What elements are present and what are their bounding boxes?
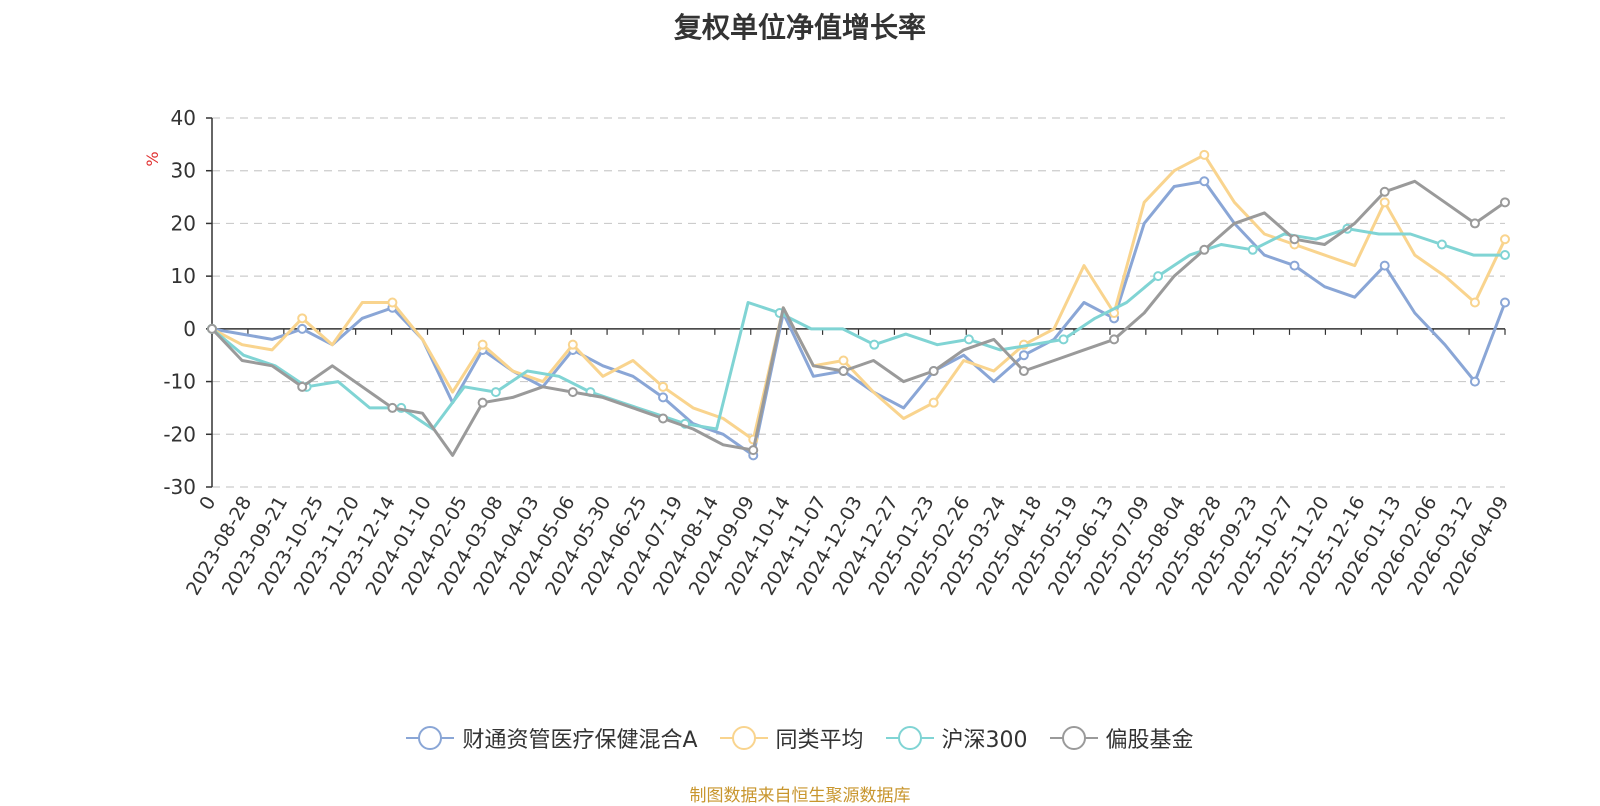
series-point-0: [1199, 176, 1210, 187]
legend-label: 偏股基金: [1105, 728, 1194, 753]
series-point-3: [387, 402, 398, 413]
series-point-1: [658, 381, 669, 392]
series-line-3: [210, 179, 1506, 457]
legend-circle-icon: [719, 725, 768, 751]
series-point-2: [490, 387, 501, 398]
series-point-3: [567, 387, 578, 398]
legend: 财通资管医疗保健混合A 同类平均 沪深300 偏股基金: [0, 722, 1600, 754]
series-point-3: [1500, 197, 1510, 208]
chart-title: 复权单位净值增长率: [673, 11, 926, 44]
y-tick-label: 0: [183, 317, 196, 341]
legend-circle-icon: [1049, 725, 1098, 751]
series-point-0: [297, 323, 308, 334]
series-point-3: [1469, 218, 1480, 229]
series-point-3: [477, 397, 488, 408]
series-point-0: [658, 392, 669, 403]
y-tick-label: 20: [171, 211, 196, 235]
series-point-2: [1058, 334, 1069, 345]
series-point-3: [838, 366, 849, 377]
series-line-1: [211, 153, 1507, 442]
series-point-0: [1379, 260, 1390, 271]
axes: [206, 117, 1506, 488]
series-point-2: [869, 339, 880, 350]
legend-item-equity-funds[interactable]: 偏股基金: [1049, 722, 1194, 754]
series-point-1: [477, 339, 488, 350]
series-point-3: [1199, 244, 1210, 255]
series-point-1: [928, 397, 939, 408]
series-point-0: [1018, 350, 1029, 361]
series-point-1: [1199, 149, 1210, 160]
series-point-1: [297, 313, 308, 324]
series-point-1: [387, 297, 398, 308]
series-point-1: [1379, 197, 1390, 208]
legend-item-peer-average[interactable]: 同类平均: [719, 722, 864, 754]
legend-item-fund[interactable]: 财通资管医疗保健混合A: [406, 722, 698, 754]
series-point-2: [1500, 250, 1510, 261]
legend-label: 同类平均: [775, 728, 864, 753]
legend-item-csi300[interactable]: 沪深300: [885, 722, 1028, 754]
y-tick-labels: -30 -20 -10 0 10 20 30 40: [163, 106, 196, 499]
legend-circle-icon: [885, 725, 934, 751]
series-point-2: [1436, 239, 1447, 250]
series-point-3: [928, 366, 939, 377]
y-tick-label: 30: [171, 159, 196, 183]
y-tick-label: 10: [171, 264, 196, 288]
series-point-1: [838, 355, 849, 366]
series-point-1: [567, 339, 578, 350]
grid-lines: [212, 117, 1505, 488]
series-point-0: [1500, 297, 1510, 308]
y-axis-unit: %: [143, 151, 162, 166]
series-lines: [207, 149, 1510, 461]
y-tick-label: 40: [171, 106, 196, 130]
series-point-3: [1289, 234, 1300, 245]
legend-circle-icon: [406, 725, 455, 751]
series-point-2: [1153, 271, 1164, 282]
series-point-0: [1289, 260, 1300, 271]
series-point-0: [1469, 376, 1480, 387]
series-point-3: [748, 445, 759, 456]
series-point-1: [1500, 234, 1510, 245]
series-point-2: [1247, 244, 1258, 255]
y-tick-label: -10: [163, 370, 196, 394]
series-point-2: [963, 334, 974, 345]
y-tick-label: -20: [163, 422, 196, 446]
series-point-3: [1379, 186, 1390, 197]
legend-label: 财通资管医疗保健混合A: [462, 728, 698, 753]
series-point-3: [1109, 334, 1120, 345]
legend-label: 沪深300: [941, 728, 1028, 753]
y-tick-label: -30: [163, 475, 196, 499]
series-point-3: [207, 323, 217, 334]
series-point-1: [1469, 297, 1480, 308]
x-tick-labels: 02023-08-282023-09-212023-10-252023-11-2…: [182, 493, 1513, 600]
series-point-3: [658, 413, 669, 424]
data-source-note: 制图数据来自恒生聚源数据库: [689, 786, 911, 806]
x-tick-label: 0: [195, 493, 220, 514]
series-point-3: [1018, 366, 1029, 377]
series-point-3: [297, 381, 308, 392]
